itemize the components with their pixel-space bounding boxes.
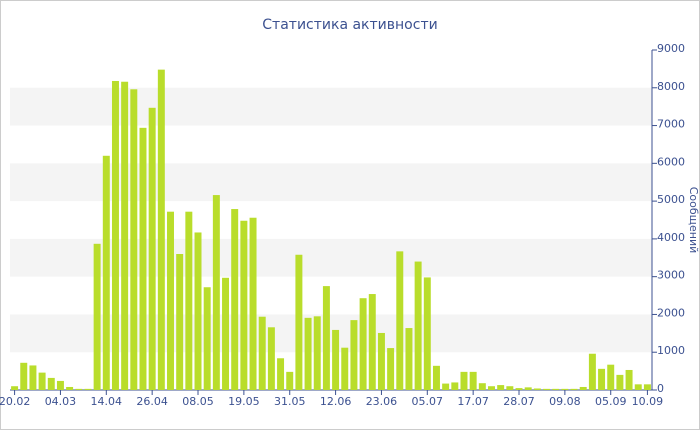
bar (121, 81, 129, 390)
bar (634, 384, 642, 390)
bar (167, 211, 174, 390)
bar (432, 365, 440, 390)
bar (350, 320, 358, 390)
bar (332, 329, 340, 390)
chart-title: Статистика активности (262, 17, 437, 33)
bar (460, 371, 468, 390)
x-tick-label: 28.07 (503, 395, 535, 408)
bar (139, 127, 147, 391)
bar (258, 316, 266, 390)
bar (478, 383, 486, 390)
bar (533, 388, 541, 390)
bar (29, 365, 37, 390)
bar (56, 380, 64, 390)
bar (84, 388, 92, 390)
x-tick-label: 23.06 (366, 395, 398, 408)
bar (11, 386, 19, 390)
bar (579, 386, 587, 390)
y-tick-label: 4000 (657, 231, 685, 244)
x-tick-label: 20.02 (0, 395, 30, 408)
bar (38, 372, 46, 390)
bar (497, 385, 505, 390)
x-tick-label: 08.05 (182, 395, 214, 408)
y-axis-label: Сообщений (687, 187, 700, 254)
bar (368, 294, 376, 390)
y-tick-label: 8000 (657, 80, 685, 93)
bar (249, 217, 257, 390)
x-tick-label: 17.07 (457, 395, 489, 408)
y-tick-label: 2000 (657, 306, 685, 319)
bar (277, 358, 285, 390)
bar (506, 386, 514, 390)
bar (543, 388, 551, 390)
bar (377, 332, 385, 390)
bar (387, 348, 395, 390)
y-tick-label: 6000 (657, 155, 685, 168)
bar (157, 69, 165, 391)
grid-band (10, 87, 652, 126)
x-tick-label: 05.07 (412, 395, 444, 408)
bar (451, 382, 459, 390)
bar (185, 211, 193, 390)
bar (488, 386, 495, 390)
bar (203, 287, 211, 390)
bar (625, 369, 633, 390)
bar (643, 384, 651, 390)
bar (75, 388, 83, 390)
x-tick-label: 04.03 (45, 395, 77, 408)
y-tick-label: 3000 (657, 269, 685, 282)
x-tick-label: 09.08 (549, 395, 581, 408)
bar (359, 298, 367, 390)
bar (304, 317, 312, 390)
x-tick-label: 05.09 (595, 395, 627, 408)
y-tick-label: 5000 (657, 193, 685, 206)
bar (102, 155, 110, 390)
bar (524, 387, 532, 390)
x-tick-label: 12.06 (320, 395, 352, 408)
bar (231, 209, 239, 390)
x-tick-label: 10.09 (632, 395, 664, 408)
bar (616, 374, 624, 390)
bar (414, 261, 422, 390)
bar (469, 371, 477, 390)
bar (588, 353, 596, 390)
bar (570, 388, 578, 390)
bar (396, 251, 404, 390)
bar (111, 80, 119, 390)
x-tick-label: 19.05 (228, 395, 260, 408)
y-tick-label: 7000 (657, 118, 685, 131)
bar (212, 195, 220, 390)
bar (194, 232, 202, 390)
bar (405, 328, 413, 390)
bar (442, 383, 450, 390)
y-tick-label: 1000 (657, 344, 685, 357)
bar (515, 388, 523, 390)
x-tick-label: 26.04 (136, 395, 168, 408)
x-tick-label: 14.04 (91, 395, 123, 408)
bar (93, 243, 101, 390)
bar (20, 362, 28, 390)
bar (66, 386, 74, 390)
bar (47, 377, 55, 390)
bar (267, 327, 275, 390)
bar (598, 368, 606, 390)
bar (423, 277, 431, 390)
x-tick-label: 31.05 (274, 395, 306, 408)
bar (322, 286, 330, 390)
bar (176, 254, 184, 390)
bar (295, 254, 303, 390)
bar (222, 277, 230, 390)
bar (130, 89, 138, 391)
y-tick-label: 0 (657, 382, 664, 395)
bar (341, 347, 349, 390)
bar (607, 364, 615, 390)
bar (313, 316, 321, 390)
y-tick-label: 9000 (657, 42, 685, 55)
bar (286, 371, 294, 390)
bar (240, 220, 248, 390)
bar (561, 388, 569, 390)
bar (148, 107, 156, 391)
bar (552, 388, 560, 390)
